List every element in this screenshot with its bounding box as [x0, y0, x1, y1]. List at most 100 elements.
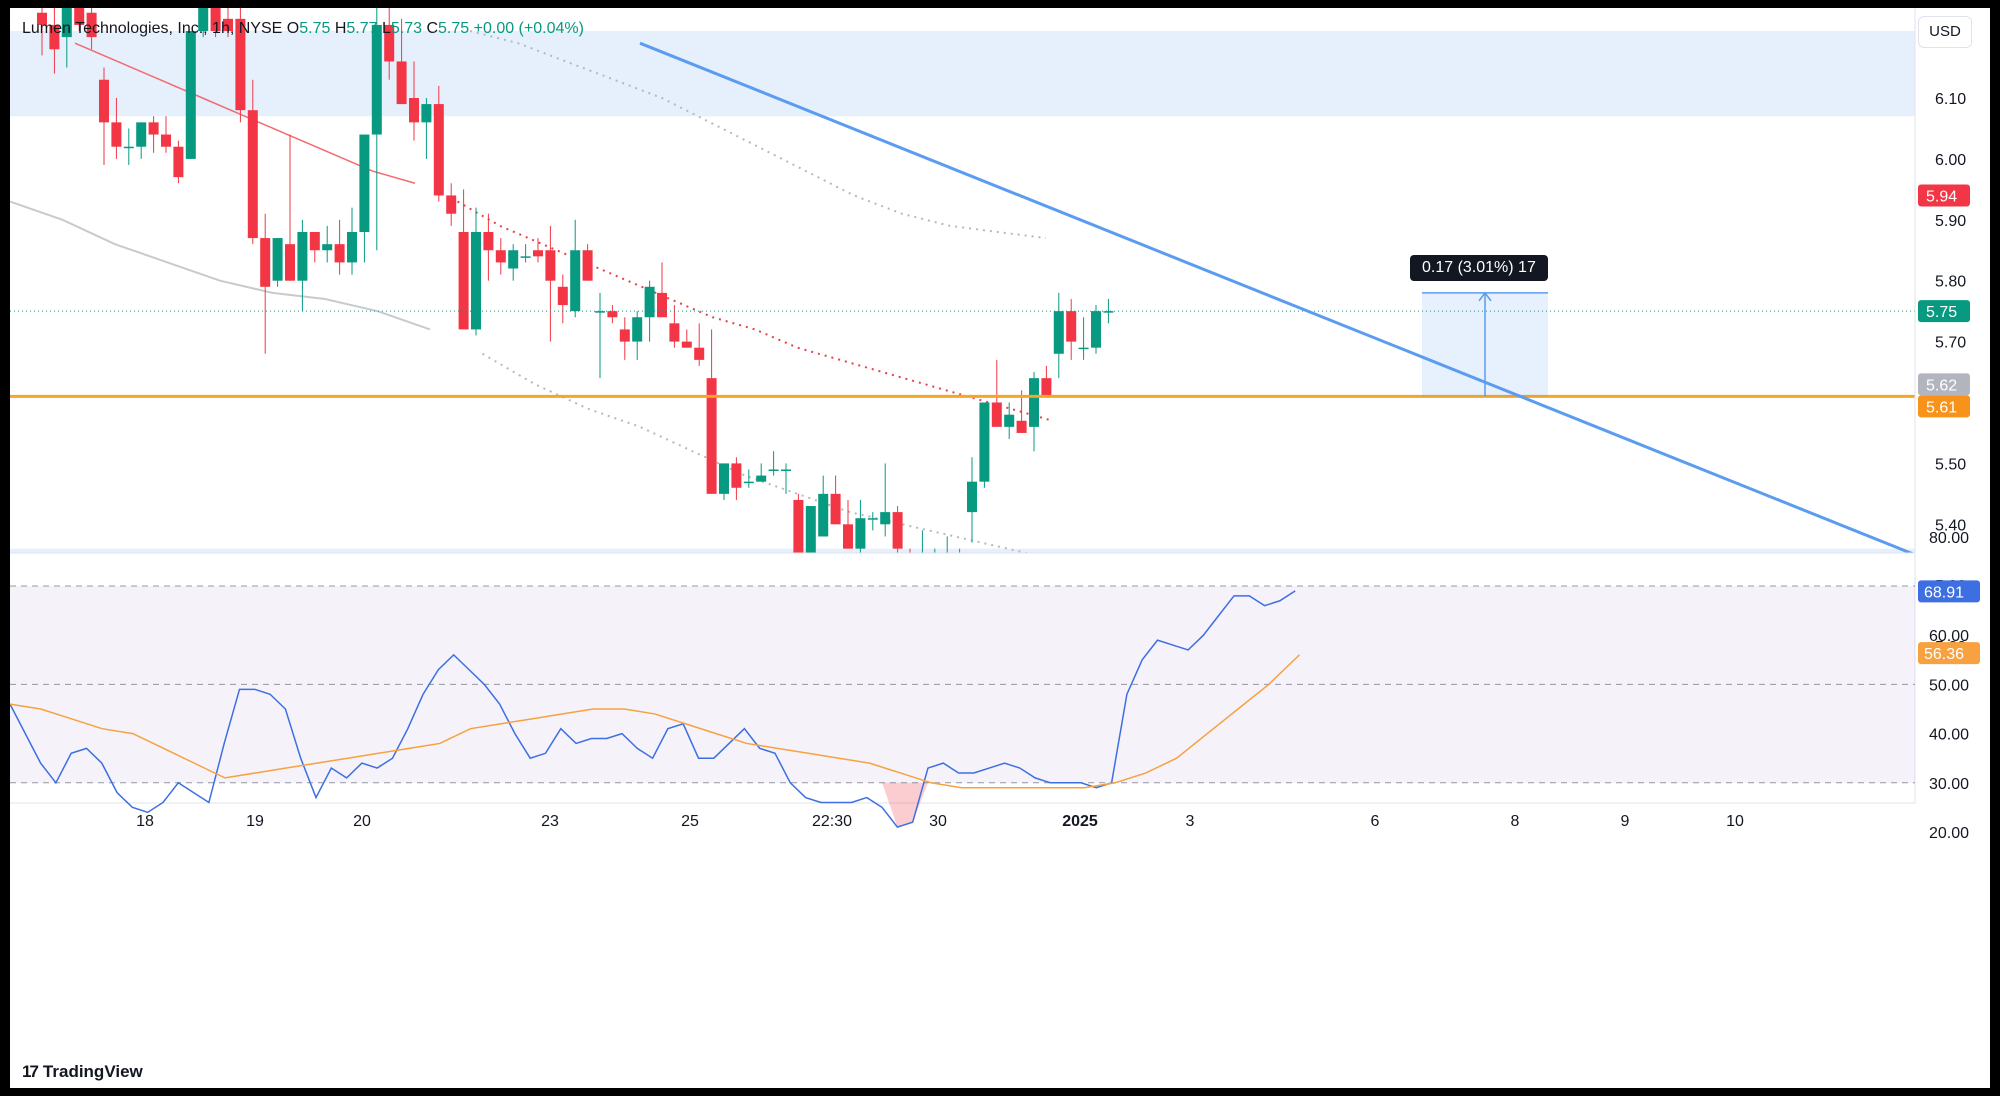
candle-body: [433, 104, 444, 196]
candle-body: [446, 195, 457, 214]
price-badge: [1918, 373, 1970, 396]
candle-body: [1053, 311, 1064, 354]
chart-frame: 6.106.005.905.805.705.505.405.305.205.94…: [10, 8, 1990, 1088]
chart-canvas[interactable]: 6.106.005.905.805.705.505.405.305.205.94…: [10, 8, 1990, 1088]
candle-body: [557, 286, 568, 306]
tradingview-logo[interactable]: 17 TradingView: [22, 1062, 143, 1082]
candle-body: [694, 347, 705, 360]
candle-body: [421, 104, 432, 123]
candle-body: [768, 469, 779, 471]
rsi-badge-label: 68.91: [1924, 584, 1964, 601]
low-label: L: [381, 20, 391, 37]
candle-body: [198, 8, 209, 32]
time-tick-label: 18: [136, 813, 154, 830]
candle-body: [309, 231, 320, 251]
candle-body: [706, 378, 717, 494]
time-tick-label: 30: [929, 813, 947, 830]
candle-body: [359, 134, 370, 232]
candle-body: [74, 8, 85, 25]
candle-body: [905, 555, 915, 579]
candle-body: [123, 146, 134, 149]
candle-body: [867, 518, 878, 520]
candle-body: [967, 481, 977, 513]
price-tick-label: 5.50: [1935, 456, 1966, 473]
red-ma-dotted: [457, 200, 1053, 422]
candle-body: [1078, 347, 1089, 350]
candle-body: [396, 61, 407, 105]
candle-body: [917, 561, 927, 579]
candle-body: [619, 329, 630, 342]
candle-body: [210, 8, 221, 32]
price-badge-label: 5.75: [1926, 304, 1957, 321]
close-value: 5.75: [438, 20, 470, 37]
candle-body: [99, 79, 109, 123]
candle-body: [632, 317, 643, 342]
candle-body: [991, 402, 1002, 427]
candle-body: [669, 323, 680, 342]
time-tick-label: 3: [1186, 813, 1195, 830]
candle-body: [1041, 378, 1052, 397]
price-tick-label: 6.10: [1935, 91, 1966, 108]
rsi-pane: [10, 585, 1915, 828]
candle-body: [1016, 420, 1027, 433]
change-value: +0.00 (+0.04%): [473, 20, 584, 37]
price-badge-label: 5.62: [1926, 377, 1957, 394]
rsi-tick-label: 80.00: [1929, 530, 1969, 547]
candle-body: [545, 250, 556, 281]
candle-body: [297, 231, 308, 281]
candle-body: [185, 31, 196, 159]
demand-zone: [10, 548, 1915, 553]
candle-body: [483, 231, 494, 251]
candle-body: [37, 12, 47, 25]
candle-body: [570, 250, 581, 312]
candle-body: [1103, 311, 1114, 313]
rsi-badge: [1918, 580, 1980, 603]
time-tick-label: 10: [1726, 813, 1744, 830]
candle-body: [942, 561, 952, 563]
candle-body: [148, 122, 159, 135]
rsi-oversold-fill: [882, 782, 928, 828]
open-value: 5.75: [299, 20, 331, 37]
candle-body: [1004, 414, 1015, 427]
symbol-title[interactable]: Lumen Technologies, Inc., 1h, NYSE: [22, 20, 283, 37]
currency-button[interactable]: USD: [1918, 16, 1972, 48]
candle-body: [1066, 311, 1077, 342]
candle-body: [955, 561, 965, 579]
time-tick-label: 19: [246, 813, 264, 830]
candle-body: [818, 493, 829, 537]
candle-body: [533, 250, 543, 257]
rsi-tick-label: 20.00: [1929, 825, 1969, 842]
time-tick-label: 9: [1621, 813, 1630, 830]
candle-body: [334, 244, 345, 263]
candle-body: [471, 231, 481, 330]
rsi-tick-label: 40.00: [1929, 727, 1969, 744]
candle-body: [508, 250, 519, 269]
upper-band-dotted: [469, 30, 1047, 240]
candle-body: [855, 518, 866, 549]
candle-body: [285, 244, 295, 281]
candle-body: [247, 110, 258, 239]
candle-body: [731, 463, 742, 488]
price-tick-label: 5.70: [1935, 335, 1966, 352]
candle-body: [793, 499, 804, 553]
candle-body: [322, 244, 333, 251]
candle-body: [161, 134, 171, 147]
price-tick-label: 6.00: [1935, 152, 1966, 169]
low-value: 5.73: [390, 20, 423, 37]
candle-body: [136, 122, 147, 147]
rsi-badge-label: 56.36: [1924, 646, 1964, 663]
price-badge-label: 5.61: [1926, 399, 1957, 416]
candle-body: [409, 98, 419, 123]
red-ma-line: [74, 42, 416, 184]
price-pane: [10, 8, 1915, 579]
lower-band-line: [10, 200, 431, 331]
time-tick-label: 22:30: [812, 813, 852, 830]
candle-body: [495, 250, 506, 263]
price-badge: [1918, 184, 1970, 207]
rsi-tick-label: 60.00: [1929, 628, 1969, 645]
candle-body: [111, 122, 122, 147]
price-badge-label: 5.94: [1926, 188, 1957, 205]
candle-body: [272, 238, 283, 281]
candle-body: [173, 146, 184, 178]
candle-body: [595, 311, 605, 313]
